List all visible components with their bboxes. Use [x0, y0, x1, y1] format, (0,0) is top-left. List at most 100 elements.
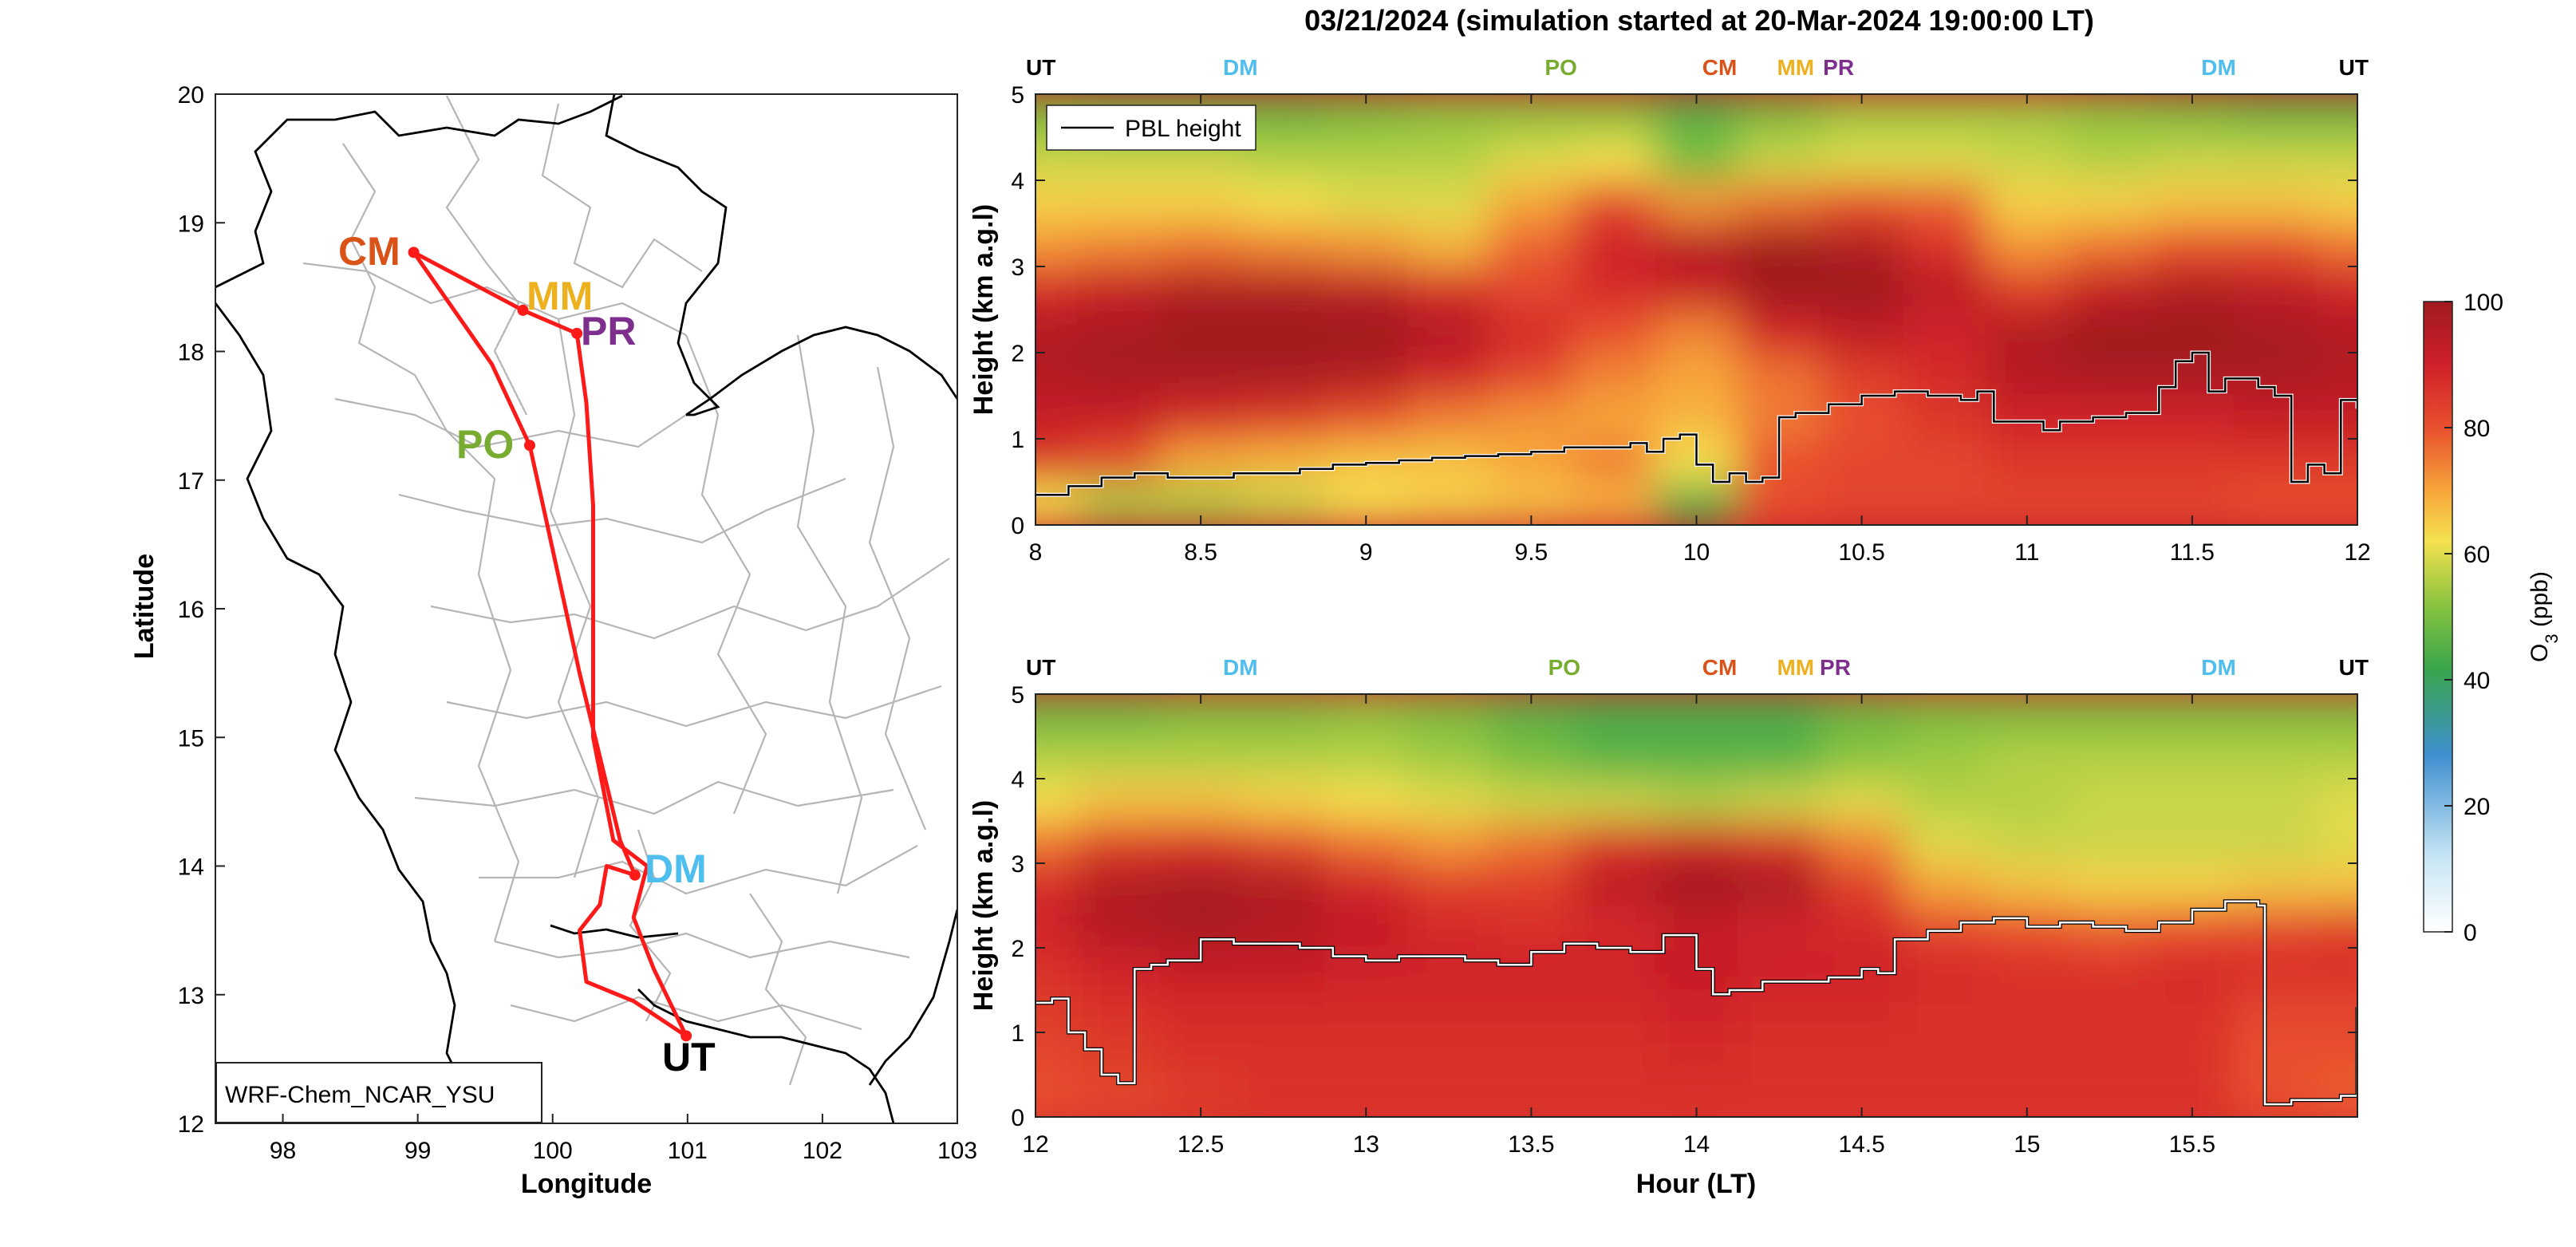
ozone-cell [1738, 779, 1821, 822]
top-site-labels: UT DM PO CM MM PR DM UT [1026, 55, 2369, 80]
ozone-cell [1903, 353, 1986, 397]
ozone-cell [1324, 736, 1409, 779]
ozone-cell [1903, 990, 1986, 1033]
ozone-cell [1159, 266, 1243, 310]
y-tick-label: 0 [1011, 1105, 1024, 1131]
ozone-cell [1820, 863, 1904, 906]
ozone-cell [1655, 863, 1739, 906]
ozone-cell [1820, 439, 1904, 483]
ozone-cell [1036, 482, 1078, 525]
site-label-dm: DM [2201, 55, 2236, 80]
ozone-cell [1324, 1032, 1409, 1075]
ozone-cell [1655, 353, 1739, 397]
ozone-cell [2316, 137, 2357, 181]
ozone-cell [1903, 439, 1986, 483]
ozone-cell [1159, 779, 1243, 822]
ozone-cell [1159, 821, 1243, 864]
ozone-cell [1985, 863, 2069, 906]
ozone-cell [1076, 906, 1161, 949]
ozone-cell [2068, 180, 2152, 224]
ozone-cell [2316, 223, 2357, 267]
ozone-cell [1159, 353, 1243, 397]
ozone-cell [1036, 180, 1078, 224]
ozone-cell [1036, 439, 1078, 483]
map-x-tick-label: 99 [404, 1138, 431, 1164]
ozone-cell [1241, 439, 1326, 483]
colorbar-label: O3 (ppb) [2527, 571, 2562, 662]
x-tick-label: 13 [1353, 1131, 1379, 1158]
ozone-cell [2151, 310, 2235, 353]
ozone-cell [1241, 1032, 1326, 1075]
ozone-cell [2316, 396, 2357, 440]
ozone-cell [1241, 180, 1326, 224]
ozone-cell [1489, 310, 1574, 353]
ozone-cell [1159, 396, 1243, 440]
ozone-cell [2068, 266, 2152, 310]
ozone-cell [1324, 906, 1409, 949]
ozone-cell [1241, 223, 1326, 267]
ozone-cell [1903, 736, 1986, 779]
ozone-cell [1572, 180, 1656, 224]
ozone-cell [1159, 223, 1243, 267]
ozone-cell [1489, 396, 1574, 440]
y-tick-label: 5 [1011, 82, 1024, 109]
ozone-cell [1985, 223, 2069, 267]
ozone-cell [1738, 310, 1821, 353]
ozone-cell [2233, 223, 2318, 267]
ozone-cell [1655, 310, 1739, 353]
ozone-cell [1738, 821, 1821, 864]
bottom-site-labels: UT DM PO CM MM PR DM UT [1026, 655, 2369, 680]
ozone-cell [1407, 990, 1491, 1033]
ozone-cell [1738, 482, 1821, 525]
ozone-cell [1738, 990, 1821, 1033]
ozone-cell [1407, 396, 1491, 440]
ozone-cell [1489, 1032, 1574, 1075]
ozone-cell [1489, 736, 1574, 779]
pbl-legend[interactable]: PBL height [1046, 105, 1256, 151]
ozone-cell [1407, 821, 1491, 864]
y-tick-label: 0 [1011, 513, 1024, 539]
ozone-cell [1241, 396, 1326, 440]
ozone-cell [1036, 694, 1078, 737]
ozone-cell [2151, 180, 2235, 224]
top-ozone-field [1036, 94, 2357, 525]
ozone-cell [2233, 1032, 2318, 1075]
ozone-cell [1903, 94, 1986, 138]
ozone-cell [1572, 353, 1656, 397]
ozone-cell [2233, 948, 2318, 991]
ozone-cell [1324, 223, 1409, 267]
map-xlabel: Longitude [521, 1169, 652, 1199]
site-label-dm: DM [2201, 655, 2236, 680]
ozone-cell [2316, 736, 2357, 779]
ozone-cell [1324, 137, 1409, 181]
ozone-cell [2316, 990, 2357, 1033]
province-boundaries [302, 95, 950, 1086]
colorbar-label-sub: 3 [2542, 633, 2562, 643]
map-label-mm: MM [527, 274, 593, 318]
site-marker-ut [680, 1030, 692, 1042]
ozone-cell [1903, 821, 1986, 864]
ozone-cell [1324, 779, 1409, 822]
ozone-cell [1407, 353, 1491, 397]
ozone-cell [1324, 353, 1409, 397]
map-x-tick-label: 100 [533, 1138, 573, 1164]
site-markers [408, 247, 692, 1042]
colorbar-tick-label: 100 [2464, 290, 2503, 316]
ozone-cell [1076, 310, 1161, 353]
y-tick-label: 3 [1011, 255, 1024, 281]
y-tick-label: 4 [1011, 767, 1024, 793]
ozone-cell [1489, 223, 1574, 267]
ozone-cell [1407, 694, 1491, 737]
ozone-cell [1076, 482, 1161, 525]
ozone-cell [1738, 736, 1821, 779]
ozone-cell [1159, 863, 1243, 906]
ozone-cell [1324, 266, 1409, 310]
ozone-cell [1572, 948, 1656, 991]
ozone-cell [2233, 94, 2318, 138]
map-y-tick-label: 20 [178, 82, 204, 109]
ozone-cell [2068, 779, 2152, 822]
map-x-tick-label: 103 [937, 1138, 977, 1164]
map-y-tick-label: 12 [178, 1111, 204, 1138]
map-background [215, 94, 957, 1123]
colorbar-tick-label: 20 [2464, 794, 2490, 820]
